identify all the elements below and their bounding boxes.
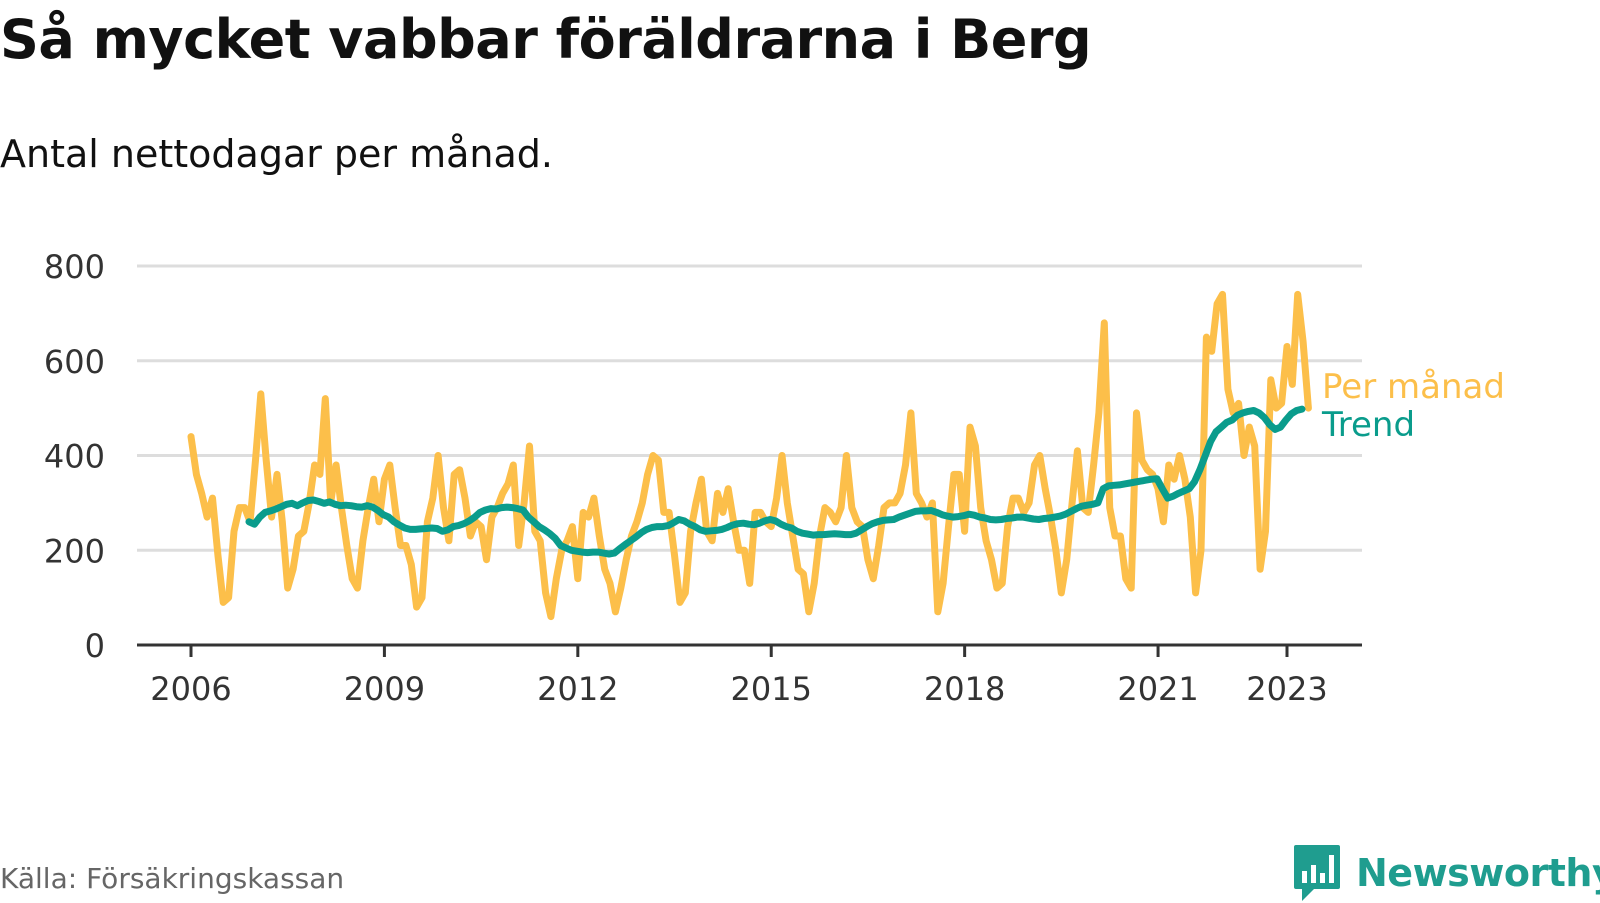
chart-subtitle: Antal nettodagar per månad.: [0, 132, 554, 176]
source-note: Källa: Försäkringskassan: [0, 862, 345, 895]
bar-chart-speech-bubble-icon: [1294, 845, 1340, 901]
x-tick-label: 2023: [1246, 670, 1327, 708]
x-tick-label: 2006: [150, 670, 231, 708]
x-tick-label: 2012: [537, 670, 618, 708]
y-tick-label: 600: [44, 343, 105, 381]
y-tick-label: 800: [44, 248, 105, 286]
chart-title: Så mycket vabbar föräldrarna i Berg: [0, 8, 1092, 71]
y-axis-ticks: 0 200 400 600 800: [44, 248, 105, 665]
brand-logo: Newsworthy: [1292, 843, 1600, 903]
grid-lines: [137, 264, 1362, 552]
x-axis: 2006 2009 2012 2015 2018 2021 2023: [137, 643, 1362, 708]
y-tick-label: 200: [44, 532, 105, 570]
x-tick-label: 2009: [344, 670, 425, 708]
x-tick-label: 2015: [731, 670, 812, 708]
series-lines: [187, 290, 1312, 621]
y-tick-label: 400: [44, 438, 105, 476]
x-tick-label: 2021: [1117, 670, 1198, 708]
x-tick-label: 2018: [924, 670, 1005, 708]
legend-label-monthly-line: Per månad: [1322, 367, 1505, 407]
legend-label-trend-line: Trend: [1321, 405, 1415, 445]
trend-line: [245, 405, 1306, 558]
y-tick-label: 0: [85, 627, 105, 665]
brand-name: Newsworthy: [1356, 851, 1600, 895]
